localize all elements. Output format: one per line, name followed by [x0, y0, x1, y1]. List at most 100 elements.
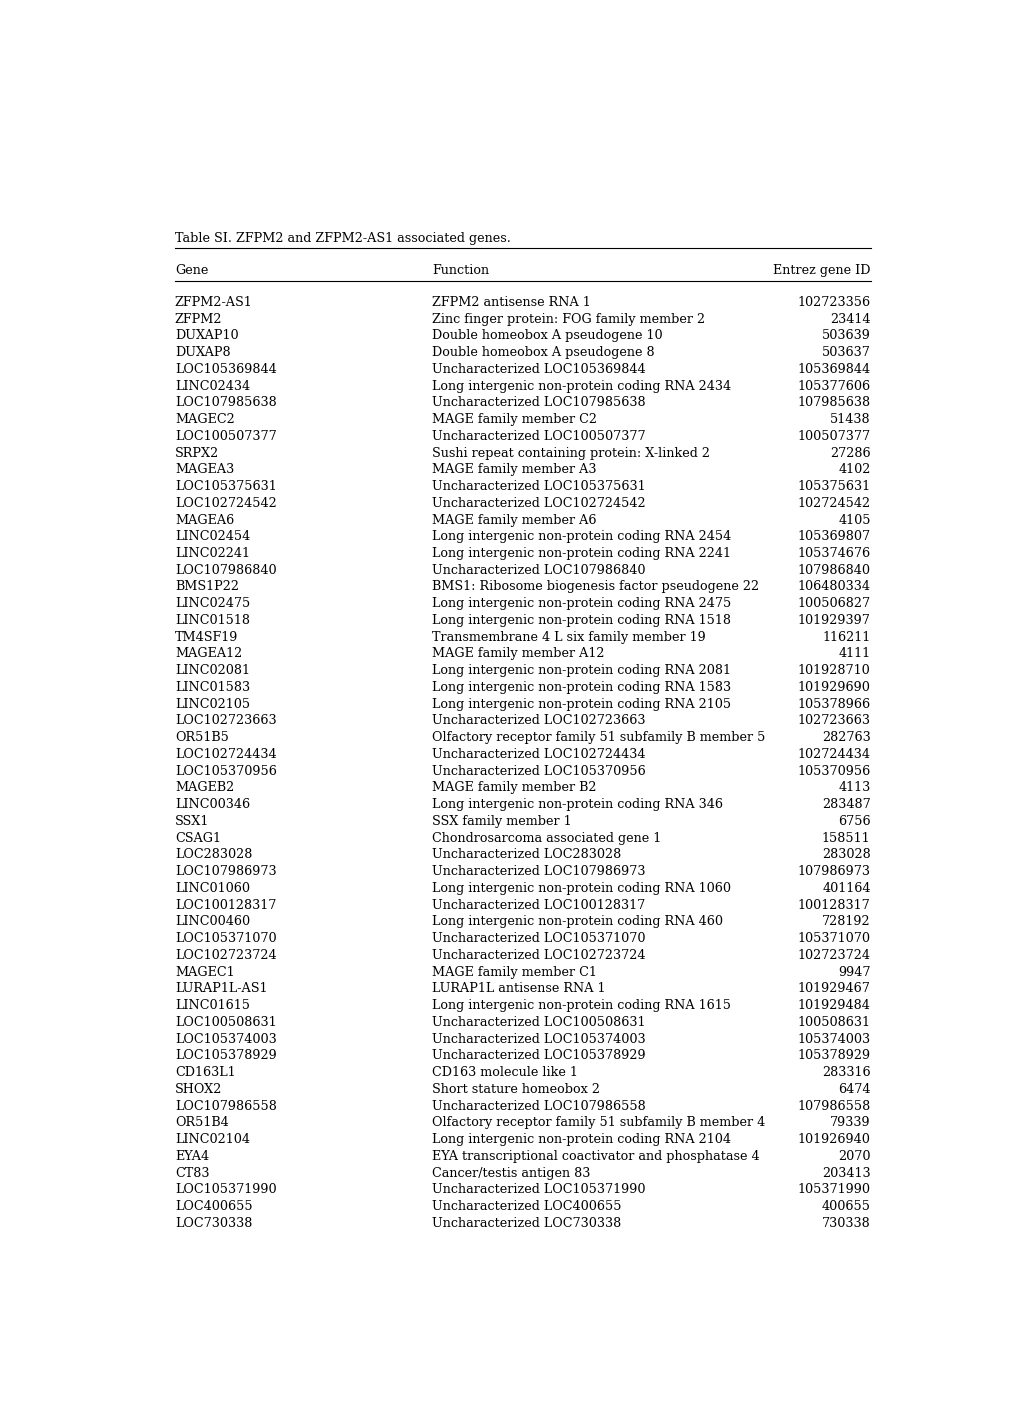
Text: 9947: 9947	[838, 966, 870, 979]
Text: 27286: 27286	[829, 446, 870, 459]
Text: Long intergenic non-protein coding RNA 1615: Long intergenic non-protein coding RNA 1…	[431, 1000, 731, 1012]
Text: Long intergenic non-protein coding RNA 1583: Long intergenic non-protein coding RNA 1…	[431, 681, 731, 694]
Text: 105378929: 105378929	[797, 1049, 870, 1063]
Text: BMS1: Ribosome biogenesis factor pseudogene 22: BMS1: Ribosome biogenesis factor pseudog…	[431, 580, 758, 594]
Text: 105374003: 105374003	[797, 1032, 870, 1046]
Text: 100506827: 100506827	[797, 597, 870, 610]
Text: SSX family member 1: SSX family member 1	[431, 815, 571, 828]
Text: LOC100128317: LOC100128317	[175, 898, 276, 911]
Text: LINC00460: LINC00460	[175, 915, 250, 928]
Text: 23414: 23414	[829, 313, 870, 325]
Text: ZFPM2 antisense RNA 1: ZFPM2 antisense RNA 1	[431, 296, 590, 308]
Text: Entrez gene ID: Entrez gene ID	[772, 265, 870, 277]
Text: 101928710: 101928710	[797, 665, 870, 677]
Text: 203413: 203413	[821, 1167, 870, 1180]
Text: 102723356: 102723356	[797, 296, 870, 308]
Text: 105378966: 105378966	[797, 698, 870, 711]
Text: LOC105370956: LOC105370956	[175, 765, 276, 777]
Text: 100507377: 100507377	[797, 429, 870, 442]
Text: ZFPM2-AS1: ZFPM2-AS1	[175, 296, 253, 308]
Text: MAGEB2: MAGEB2	[175, 781, 234, 794]
Text: MAGEA6: MAGEA6	[175, 514, 234, 527]
Text: LOC100507377: LOC100507377	[175, 429, 276, 442]
Text: 400655: 400655	[820, 1200, 870, 1214]
Text: 107986558: 107986558	[797, 1100, 870, 1112]
Text: LOC105374003: LOC105374003	[175, 1032, 276, 1046]
Text: SHOX2: SHOX2	[175, 1083, 222, 1095]
Text: 101929484: 101929484	[797, 1000, 870, 1012]
Text: Uncharacterized LOC400655: Uncharacterized LOC400655	[431, 1200, 621, 1214]
Text: 102723663: 102723663	[797, 714, 870, 728]
Text: ZFPM2: ZFPM2	[175, 313, 222, 325]
Text: CSAG1: CSAG1	[175, 832, 221, 845]
Text: 4111: 4111	[838, 648, 870, 660]
Text: Uncharacterized LOC730338: Uncharacterized LOC730338	[431, 1217, 621, 1229]
Text: LINC01583: LINC01583	[175, 681, 250, 694]
Text: Uncharacterized LOC105371070: Uncharacterized LOC105371070	[431, 932, 645, 945]
Text: 101929467: 101929467	[797, 983, 870, 995]
Text: 102724434: 102724434	[797, 748, 870, 760]
Text: 100508631: 100508631	[797, 1017, 870, 1029]
Text: 102723724: 102723724	[797, 949, 870, 962]
Text: LOC400655: LOC400655	[175, 1200, 253, 1214]
Text: TM4SF19: TM4SF19	[175, 631, 238, 643]
Text: EYA transcriptional coactivator and phosphatase 4: EYA transcriptional coactivator and phos…	[431, 1150, 759, 1163]
Text: LOC283028: LOC283028	[175, 849, 252, 862]
Text: LINC01615: LINC01615	[175, 1000, 250, 1012]
Text: MAGEC2: MAGEC2	[175, 413, 234, 427]
Text: 105377606: 105377606	[797, 380, 870, 393]
Text: LOC102724434: LOC102724434	[175, 748, 276, 760]
Text: 2070: 2070	[838, 1150, 870, 1163]
Text: Long intergenic non-protein coding RNA 2454: Long intergenic non-protein coding RNA 2…	[431, 531, 731, 543]
Text: OR51B4: OR51B4	[175, 1117, 228, 1129]
Text: 503639: 503639	[821, 329, 870, 342]
Text: Uncharacterized LOC105371990: Uncharacterized LOC105371990	[431, 1183, 645, 1197]
Text: OR51B5: OR51B5	[175, 731, 228, 745]
Text: 283487: 283487	[821, 798, 870, 811]
Text: 105370956: 105370956	[797, 765, 870, 777]
Text: MAGE family member A3: MAGE family member A3	[431, 463, 596, 476]
Text: 6756: 6756	[838, 815, 870, 828]
Text: SRPX2: SRPX2	[175, 446, 219, 459]
Text: Uncharacterized LOC107985638: Uncharacterized LOC107985638	[431, 396, 645, 410]
Text: LOC107985638: LOC107985638	[175, 396, 276, 410]
Text: MAGEA3: MAGEA3	[175, 463, 234, 476]
Text: Uncharacterized LOC105370956: Uncharacterized LOC105370956	[431, 765, 645, 777]
Text: LOC102723663: LOC102723663	[175, 714, 276, 728]
Text: LOC102724542: LOC102724542	[175, 497, 276, 510]
Text: LOC105375631: LOC105375631	[175, 480, 276, 493]
Text: Long intergenic non-protein coding RNA 1060: Long intergenic non-protein coding RNA 1…	[431, 881, 731, 895]
Text: 79339: 79339	[829, 1117, 870, 1129]
Text: Long intergenic non-protein coding RNA 2104: Long intergenic non-protein coding RNA 2…	[431, 1133, 731, 1146]
Text: Long intergenic non-protein coding RNA 1518: Long intergenic non-protein coding RNA 1…	[431, 614, 731, 627]
Text: Long intergenic non-protein coding RNA 460: Long intergenic non-protein coding RNA 4…	[431, 915, 722, 928]
Text: 4113: 4113	[838, 781, 870, 794]
Text: 116211: 116211	[821, 631, 870, 643]
Text: LOC105378929: LOC105378929	[175, 1049, 276, 1063]
Text: LOC105371990: LOC105371990	[175, 1183, 276, 1197]
Text: EYA4: EYA4	[175, 1150, 209, 1163]
Text: DUXAP8: DUXAP8	[175, 346, 230, 359]
Text: 503637: 503637	[821, 346, 870, 359]
Text: LOC102723724: LOC102723724	[175, 949, 276, 962]
Text: Uncharacterized LOC100508631: Uncharacterized LOC100508631	[431, 1017, 645, 1029]
Text: Double homeobox A pseudogene 10: Double homeobox A pseudogene 10	[431, 329, 661, 342]
Text: LURAP1L antisense RNA 1: LURAP1L antisense RNA 1	[431, 983, 604, 995]
Text: 105374676: 105374676	[797, 546, 870, 560]
Text: MAGEA12: MAGEA12	[175, 648, 242, 660]
Text: LOC107986973: LOC107986973	[175, 865, 276, 879]
Text: 282763: 282763	[821, 731, 870, 745]
Text: LINC01060: LINC01060	[175, 881, 250, 895]
Text: Olfactory receptor family 51 subfamily B member 5: Olfactory receptor family 51 subfamily B…	[431, 731, 764, 745]
Text: LOC105369844: LOC105369844	[175, 363, 276, 376]
Text: Double homeobox A pseudogene 8: Double homeobox A pseudogene 8	[431, 346, 654, 359]
Text: LOC100508631: LOC100508631	[175, 1017, 276, 1029]
Text: 4102: 4102	[838, 463, 870, 476]
Text: LINC02105: LINC02105	[175, 698, 250, 711]
Text: Uncharacterized LOC102723663: Uncharacterized LOC102723663	[431, 714, 645, 728]
Text: LINC02475: LINC02475	[175, 597, 250, 610]
Text: Uncharacterized LOC105378929: Uncharacterized LOC105378929	[431, 1049, 645, 1063]
Text: LINC01518: LINC01518	[175, 614, 250, 627]
Text: Uncharacterized LOC107986973: Uncharacterized LOC107986973	[431, 865, 645, 879]
Text: Olfactory receptor family 51 subfamily B member 4: Olfactory receptor family 51 subfamily B…	[431, 1117, 764, 1129]
